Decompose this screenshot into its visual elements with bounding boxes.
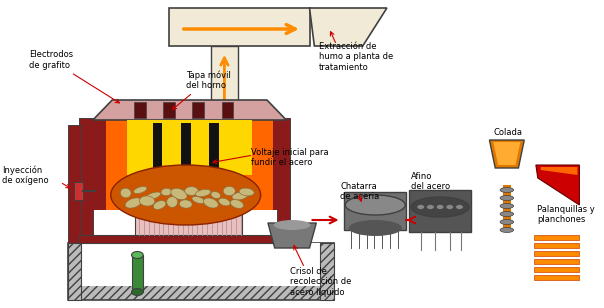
Polygon shape bbox=[493, 142, 521, 165]
Text: Chatarra
de aceria: Chatarra de aceria bbox=[341, 182, 380, 201]
Ellipse shape bbox=[204, 198, 218, 208]
Bar bbox=[277, 118, 290, 248]
Ellipse shape bbox=[132, 252, 143, 258]
Text: Electrodos
de grafito: Electrodos de grafito bbox=[29, 50, 120, 103]
Text: Voltaje inicial para
fundir el acero: Voltaje inicial para fundir el acero bbox=[251, 148, 329, 168]
Bar bbox=[74, 182, 83, 200]
Text: Palanquillas y
planchones: Palanquillas y planchones bbox=[537, 205, 594, 225]
Bar bbox=[79, 118, 93, 248]
Ellipse shape bbox=[426, 205, 434, 209]
Bar bbox=[534, 251, 579, 256]
Text: Inyección
de oxígeno: Inyección de oxígeno bbox=[2, 165, 48, 185]
Bar bbox=[127, 120, 252, 175]
Bar bbox=[93, 120, 106, 210]
Text: Afino
del acero: Afino del acero bbox=[411, 172, 450, 191]
Polygon shape bbox=[268, 223, 316, 248]
Bar bbox=[181, 123, 190, 173]
Bar bbox=[135, 102, 146, 118]
Ellipse shape bbox=[167, 197, 178, 207]
Ellipse shape bbox=[500, 188, 513, 192]
Ellipse shape bbox=[455, 205, 463, 209]
Ellipse shape bbox=[161, 188, 172, 196]
Bar bbox=[106, 120, 273, 210]
Bar bbox=[209, 123, 219, 173]
Ellipse shape bbox=[179, 200, 192, 208]
Bar bbox=[193, 102, 204, 118]
Bar bbox=[169, 8, 309, 46]
Ellipse shape bbox=[192, 197, 205, 204]
Ellipse shape bbox=[345, 195, 405, 215]
Bar bbox=[164, 102, 175, 118]
Polygon shape bbox=[93, 100, 286, 120]
Bar bbox=[135, 210, 242, 235]
Ellipse shape bbox=[171, 188, 187, 200]
Ellipse shape bbox=[211, 192, 220, 198]
Text: Crisol de
recolección de
acero líquido: Crisol de recolección de acero líquido bbox=[290, 267, 352, 297]
Ellipse shape bbox=[500, 196, 513, 201]
Bar bbox=[534, 267, 579, 272]
Ellipse shape bbox=[145, 192, 161, 200]
Ellipse shape bbox=[239, 188, 254, 196]
Bar bbox=[79, 235, 302, 243]
Ellipse shape bbox=[232, 192, 248, 200]
Ellipse shape bbox=[417, 205, 425, 209]
Bar bbox=[82, 243, 320, 286]
Ellipse shape bbox=[500, 228, 513, 233]
Ellipse shape bbox=[500, 220, 513, 225]
Ellipse shape bbox=[230, 200, 243, 209]
Ellipse shape bbox=[223, 186, 236, 196]
Bar bbox=[534, 243, 579, 248]
Ellipse shape bbox=[500, 212, 513, 217]
Ellipse shape bbox=[125, 198, 142, 208]
Ellipse shape bbox=[274, 220, 310, 230]
Ellipse shape bbox=[411, 197, 469, 217]
Ellipse shape bbox=[120, 188, 131, 198]
Polygon shape bbox=[489, 140, 524, 168]
Ellipse shape bbox=[140, 196, 155, 206]
Bar bbox=[222, 102, 233, 118]
Ellipse shape bbox=[153, 201, 166, 209]
Ellipse shape bbox=[349, 220, 402, 236]
Bar bbox=[68, 243, 82, 300]
Ellipse shape bbox=[111, 165, 261, 225]
Bar bbox=[503, 185, 511, 230]
Polygon shape bbox=[309, 8, 387, 46]
Bar bbox=[534, 275, 579, 280]
Bar bbox=[68, 243, 333, 300]
Ellipse shape bbox=[219, 198, 230, 206]
Polygon shape bbox=[541, 167, 577, 175]
Bar bbox=[68, 125, 82, 245]
Bar bbox=[409, 190, 471, 232]
Bar bbox=[153, 123, 162, 173]
Bar bbox=[534, 235, 579, 240]
Ellipse shape bbox=[185, 187, 198, 195]
Ellipse shape bbox=[196, 189, 211, 197]
Ellipse shape bbox=[132, 289, 143, 295]
Bar bbox=[320, 243, 333, 300]
Bar bbox=[534, 259, 579, 264]
Bar bbox=[132, 255, 143, 292]
Text: Extracción de
humo a planta de
tratamiento: Extracción de humo a planta de tratamien… bbox=[319, 42, 393, 72]
Ellipse shape bbox=[500, 204, 513, 209]
Bar bbox=[273, 120, 286, 210]
Ellipse shape bbox=[446, 205, 454, 209]
Polygon shape bbox=[536, 165, 579, 205]
Text: Colada: Colada bbox=[493, 128, 522, 137]
Ellipse shape bbox=[436, 205, 444, 209]
Bar bbox=[211, 46, 238, 118]
Text: Tapa móvil
del horno: Tapa móvil del horno bbox=[172, 70, 231, 109]
Bar bbox=[344, 192, 406, 230]
Ellipse shape bbox=[133, 186, 147, 193]
